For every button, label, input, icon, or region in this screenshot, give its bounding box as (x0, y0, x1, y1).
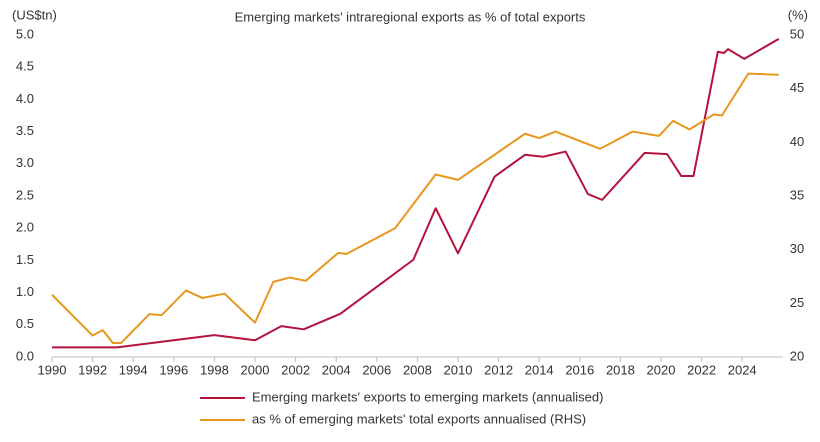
x-tick-label: 1998 (200, 362, 229, 377)
x-tick-label: 2012 (484, 362, 513, 377)
y-tick-label: 2.5 (16, 187, 34, 202)
y2-tick-label: 25 (790, 295, 804, 310)
y2-tick-label: 45 (790, 80, 804, 95)
x-tick-label: 2004 (322, 362, 351, 377)
x-tick-label: 2022 (687, 362, 716, 377)
y-tick-label: 3.5 (16, 123, 34, 138)
x-tick-label: 2018 (606, 362, 635, 377)
y2-tick-label: 30 (790, 241, 804, 256)
y-tick-label: 4.5 (16, 59, 34, 74)
y-tick-label: 1.0 (16, 284, 34, 299)
x-tick-label: 2016 (565, 362, 594, 377)
y-tick-label: 5.0 (16, 26, 34, 41)
x-tick-label: 2006 (362, 362, 391, 377)
y-tick-label: 0.0 (16, 348, 34, 363)
y-tick-label: 3.0 (16, 155, 34, 170)
legend-label: as % of emerging markets' total exports … (252, 411, 586, 426)
chart-title: Emerging markets' intraregional exports … (235, 9, 586, 24)
x-tick-label: 2014 (525, 362, 554, 377)
x-tick-label: 2010 (444, 362, 473, 377)
x-tick-label: 2024 (728, 362, 757, 377)
series-line (51, 72, 779, 345)
y2-tick-label: 50 (790, 26, 804, 41)
series-line (52, 37, 780, 349)
x-tick-label: 1992 (78, 362, 107, 377)
x-tick-label: 2008 (403, 362, 432, 377)
x-tick-label: 2002 (281, 362, 310, 377)
legend-label: Emerging markets' exports to emerging ma… (252, 389, 603, 404)
y-axis-label: (US$tn) (12, 7, 57, 22)
x-tick-label: 1996 (159, 362, 188, 377)
y2-tick-label: 40 (790, 134, 804, 149)
y2-tick-label: 20 (790, 348, 804, 363)
x-tick-label: 2000 (241, 362, 270, 377)
y-tick-label: 1.5 (16, 252, 34, 267)
y2-tick-label: 35 (790, 187, 804, 202)
y-tick-label: 2.0 (16, 220, 34, 235)
x-tick-label: 2020 (647, 362, 676, 377)
x-tick-label: 1990 (38, 362, 67, 377)
y2-axis-label: (%) (788, 7, 808, 22)
y-tick-label: 4.0 (16, 91, 34, 106)
x-tick-label: 1994 (119, 362, 148, 377)
y-tick-label: 0.5 (16, 316, 34, 331)
